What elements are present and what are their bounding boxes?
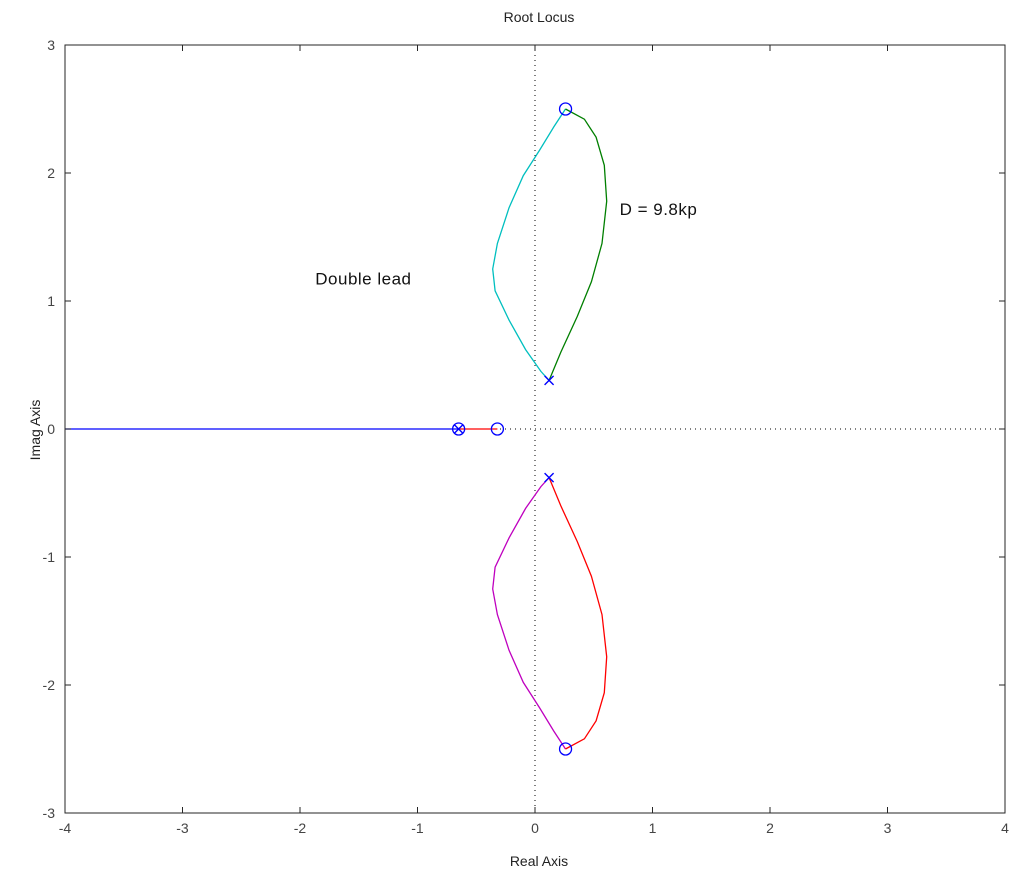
x-tick-label: 0 bbox=[531, 820, 539, 836]
y-tick-label: -2 bbox=[43, 677, 56, 693]
x-tick-label: -3 bbox=[176, 820, 189, 836]
x-tick-label: -2 bbox=[294, 820, 307, 836]
y-tick-label: 3 bbox=[47, 37, 55, 53]
x-tick-label: 4 bbox=[1001, 820, 1009, 836]
zero-marker-3 bbox=[558, 102, 573, 116]
annotation-text-2: Double lead bbox=[315, 269, 411, 288]
pole-zero-markers bbox=[451, 102, 573, 756]
x-axis-label: Real Axis bbox=[510, 853, 568, 869]
x-tick-label: 2 bbox=[766, 820, 774, 836]
locus-branch-6 bbox=[548, 477, 608, 750]
x-tick-label: 3 bbox=[884, 820, 892, 836]
zero-axes bbox=[65, 45, 1005, 813]
locus-branch-4 bbox=[548, 108, 608, 381]
y-tick-label: -3 bbox=[43, 805, 56, 821]
zero-marker-2 bbox=[490, 422, 505, 436]
y-tick-label: 2 bbox=[47, 165, 55, 181]
pole-marker-2 bbox=[544, 375, 555, 386]
locus-branch-5 bbox=[492, 477, 567, 750]
y-tick-label: -1 bbox=[43, 549, 56, 565]
chart-title: Root Locus bbox=[504, 9, 575, 25]
zero-marker-1 bbox=[451, 422, 466, 436]
locus-branch-3 bbox=[492, 108, 567, 381]
x-tick-label: 1 bbox=[649, 820, 657, 836]
annotations: D = 9.8kp Double lead bbox=[315, 200, 697, 288]
pole-marker-1 bbox=[453, 424, 464, 434]
annotation-text-1: D = 9.8kp bbox=[620, 200, 698, 219]
zero-marker-4 bbox=[558, 742, 573, 756]
y-tick-label: 1 bbox=[47, 293, 55, 309]
y-axis-label: Imag Axis bbox=[27, 400, 43, 461]
pole-marker-3 bbox=[544, 472, 555, 483]
x-tick-label: -1 bbox=[411, 820, 424, 836]
locus-branches bbox=[65, 108, 608, 750]
x-tick-label: -4 bbox=[59, 820, 72, 836]
y-tick-label: 0 bbox=[47, 421, 55, 437]
